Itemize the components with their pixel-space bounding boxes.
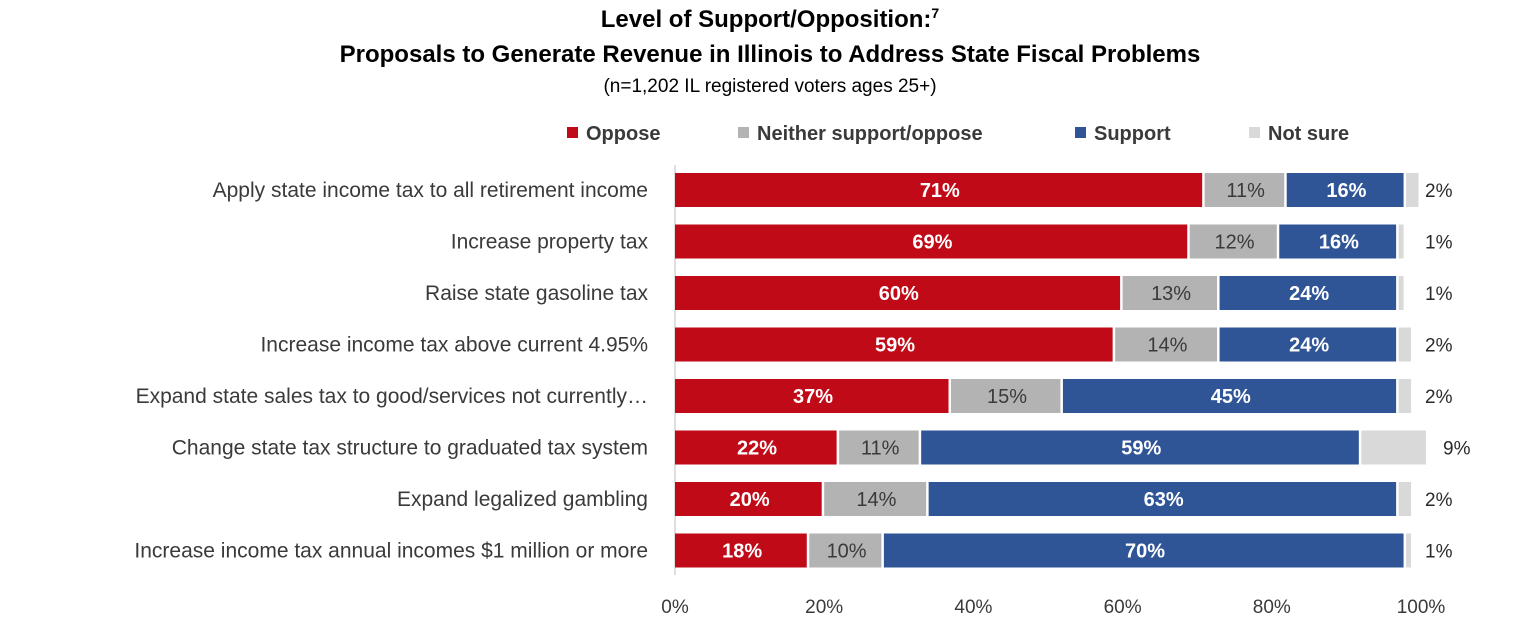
- category-label: Change state tax structure to graduated …: [172, 437, 648, 460]
- sample-note: (n=1,202 IL registered voters ages 25+): [603, 76, 937, 97]
- bar-neither-support-oppose: [839, 430, 919, 465]
- bar-not-sure: [1398, 327, 1412, 362]
- bar-neither-support-oppose: [809, 533, 882, 568]
- bar-not-sure: [1406, 173, 1419, 207]
- data-label-not-sure: 9%: [1443, 439, 1471, 460]
- bar-not-sure: [1398, 379, 1412, 413]
- data-label-oppose: 20%: [730, 489, 770, 511]
- data-label-not-sure: 2%: [1425, 387, 1453, 408]
- bar-neither-support-oppose: [1122, 276, 1218, 310]
- bar-neither-support-oppose: [1115, 327, 1218, 362]
- bar-support: [1062, 379, 1397, 413]
- bar-not-sure: [1406, 533, 1412, 568]
- data-label-neither-support-oppose: 15%: [987, 386, 1027, 408]
- category-label: Increase income tax above current 4.95%: [260, 334, 648, 357]
- category-label: Increase property tax: [451, 231, 649, 254]
- data-label-oppose: 22%: [737, 438, 777, 460]
- data-label-support: 59%: [1121, 438, 1161, 460]
- x-tick-label: 100%: [1397, 597, 1446, 618]
- data-label-support: 16%: [1319, 232, 1359, 254]
- legend-label-not-sure: Not sure: [1268, 123, 1350, 145]
- bar-oppose: [675, 276, 1121, 310]
- bar-support: [1219, 327, 1397, 362]
- bar-support: [1219, 276, 1397, 310]
- data-label-support: 24%: [1289, 335, 1329, 357]
- chart-legend: Oppose Neither support/oppose Support No…: [0, 120, 1540, 148]
- data-label-neither-support-oppose: 12%: [1214, 232, 1254, 254]
- bar-not-sure: [1398, 276, 1404, 310]
- bar-oppose: [675, 173, 1203, 207]
- data-label-support: 70%: [1125, 541, 1165, 563]
- data-label-not-sure: 1%: [1425, 284, 1453, 305]
- chart-title-text: Level of Support/Opposition:: [600, 6, 932, 33]
- data-label-not-sure: 2%: [1425, 490, 1453, 511]
- bar-oppose: [675, 533, 807, 568]
- data-label-not-sure: 1%: [1425, 542, 1453, 563]
- legend-item-oppose: Oppose: [567, 120, 660, 148]
- category-label: Expand legalized gambling: [397, 488, 648, 511]
- bar-oppose: [675, 430, 837, 465]
- x-tick-label: 0%: [661, 597, 689, 618]
- legend-label-neither: Neither support/oppose: [757, 123, 983, 145]
- bar-oppose: [675, 482, 822, 516]
- x-tick-label: 80%: [1253, 597, 1291, 618]
- data-label-support: 63%: [1144, 489, 1184, 511]
- data-label-oppose: 71%: [920, 180, 960, 202]
- bar-oppose: [675, 327, 1113, 362]
- legend-swatch-oppose: [567, 127, 578, 139]
- data-label-neither-support-oppose: 13%: [1151, 283, 1191, 305]
- chart-title: Level of Support/Opposition:7: [0, 6, 1540, 34]
- data-label-support: 24%: [1289, 283, 1329, 305]
- bar-not-sure: [1398, 482, 1412, 516]
- x-tick-label: 60%: [1104, 597, 1142, 618]
- x-tick-label: 40%: [954, 597, 992, 618]
- data-label-neither-support-oppose: 10%: [827, 541, 867, 563]
- legend-item-neither: Neither support/oppose: [738, 120, 983, 148]
- data-label-oppose: 18%: [722, 541, 762, 563]
- data-label-neither-support-oppose: 14%: [856, 489, 896, 511]
- data-label-not-sure: 1%: [1425, 233, 1453, 254]
- data-label-neither-support-oppose: 11%: [861, 438, 900, 460]
- data-label-oppose: 60%: [879, 283, 919, 305]
- legend-swatch-support: [1075, 127, 1086, 139]
- bar-support: [1279, 224, 1397, 259]
- bar-not-sure: [1361, 430, 1426, 465]
- data-label-oppose: 69%: [912, 232, 952, 254]
- category-label: Increase income tax annual incomes $1 mi…: [134, 540, 648, 563]
- legend-swatch-not-sure: [1249, 127, 1260, 139]
- data-label-neither-support-oppose: 14%: [1147, 335, 1187, 357]
- bar-not-sure: [1398, 224, 1404, 259]
- data-label-not-sure: 2%: [1425, 181, 1453, 202]
- legend-label-support: Support: [1094, 123, 1171, 145]
- legend-item-not-sure: Not sure: [1249, 120, 1349, 148]
- bar-support: [883, 533, 1404, 568]
- bar-support: [921, 430, 1359, 465]
- bar-neither-support-oppose: [1189, 224, 1277, 259]
- data-label-support: 45%: [1211, 386, 1251, 408]
- data-label-oppose: 37%: [793, 386, 833, 408]
- x-tick-label: 20%: [805, 597, 843, 618]
- bar-support: [928, 482, 1397, 516]
- category-label: Apply state income tax to all retirement…: [213, 179, 648, 202]
- legend-swatch-neither: [738, 127, 749, 139]
- data-label-support: 16%: [1326, 180, 1366, 202]
- title-footnote-marker: 7: [931, 5, 940, 21]
- bar-neither-support-oppose: [951, 379, 1061, 413]
- data-label-neither-support-oppose: 11%: [1226, 180, 1265, 202]
- bar-oppose: [675, 379, 949, 413]
- bar-neither-support-oppose: [1204, 173, 1285, 207]
- category-label: Raise state gasoline tax: [425, 282, 648, 305]
- category-label: Expand state sales tax to good/services …: [136, 385, 648, 408]
- bar-support: [1286, 173, 1404, 207]
- legend-label-oppose: Oppose: [586, 123, 661, 145]
- data-label-not-sure: 2%: [1425, 336, 1453, 357]
- data-label-oppose: 59%: [875, 335, 915, 357]
- bar-neither-support-oppose: [824, 482, 927, 516]
- bar-oppose: [675, 224, 1188, 259]
- chart-subtitle: Proposals to Generate Revenue in Illinoi…: [339, 41, 1201, 68]
- legend-item-support: Support: [1075, 120, 1171, 148]
